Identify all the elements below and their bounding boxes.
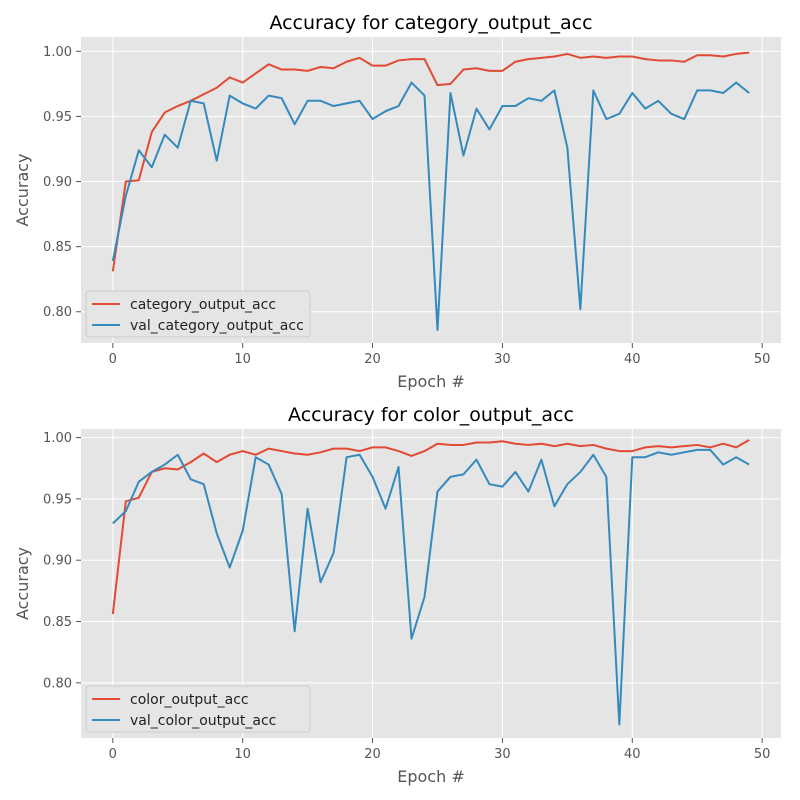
x-axis-label: Epoch # [397, 767, 464, 786]
x-tick-label: 10 [234, 747, 251, 762]
y-tick-label: 0.90 [43, 554, 72, 569]
y-tick-label: 1.00 [43, 431, 72, 446]
x-tick-label: 0 [109, 747, 117, 762]
x-tick-label: 0 [109, 352, 117, 367]
legend-label-train: category_output_acc [130, 297, 276, 313]
y-tick-label: 0.80 [43, 676, 72, 691]
y-axis-label: Accuracy [13, 547, 32, 620]
x-axis-label: Epoch # [397, 372, 464, 391]
series-line-train [111, 51, 750, 272]
chart-title: Accuracy for color_output_acc [288, 404, 574, 426]
x-tick-label: 20 [364, 352, 381, 367]
x-tick-label: 50 [754, 352, 771, 367]
y-tick-label: 0.95 [43, 492, 72, 507]
grid [81, 429, 781, 738]
x-tick-label: 40 [624, 747, 641, 762]
y-tick-label: 0.85 [43, 240, 72, 255]
series-line-train [111, 439, 750, 615]
legend: color_output_acc val_color_output_acc [85, 685, 311, 733]
legend-label-train: color_output_acc [130, 692, 249, 708]
y-tick-label: 0.90 [43, 175, 72, 190]
x-tick-label: 20 [364, 747, 381, 762]
x-tick-label: 30 [494, 747, 511, 762]
x-tick-label: 40 [624, 352, 641, 367]
y-tick-label: 0.85 [43, 615, 72, 630]
y-tick-label: 0.95 [43, 110, 72, 125]
chart-title: Accuracy for category_output_acc [269, 12, 592, 34]
y-tick-label: 0.80 [43, 305, 72, 320]
legend-box [85, 290, 311, 338]
chart-color-accuracy: 0 10 20 30 40 50 0.80 0.85 0.90 0.95 1.00 Accuracy… [13, 404, 781, 786]
legend: category_output_acc val_category_output_… [85, 290, 311, 338]
chart-category-accuracy: 0 10 20 30 40 50 0.80 0.85 0.90 0.95 1.00 Accuracy… [13, 12, 781, 391]
series-group [111, 51, 750, 331]
ticks: 0 10 20 30 40 50 0.80 0.85 0.90 0.95 1.00 [43, 431, 770, 762]
legend-label-val: val_color_output_acc [130, 713, 276, 729]
x-tick-label: 50 [754, 747, 771, 762]
series-line-val [111, 81, 750, 331]
y-tick-label: 1.00 [43, 45, 72, 60]
legend-label-val: val_category_output_acc [130, 318, 304, 334]
grid [81, 37, 781, 343]
legend-box [85, 685, 311, 733]
x-tick-label: 30 [494, 352, 511, 367]
ticks: 0 10 20 30 40 50 0.80 0.85 0.90 0.95 1.00 [43, 45, 770, 367]
x-tick-label: 10 [234, 352, 251, 367]
series-group [111, 439, 750, 726]
y-axis-label: Accuracy [13, 153, 32, 226]
series-line-val [112, 448, 750, 726]
